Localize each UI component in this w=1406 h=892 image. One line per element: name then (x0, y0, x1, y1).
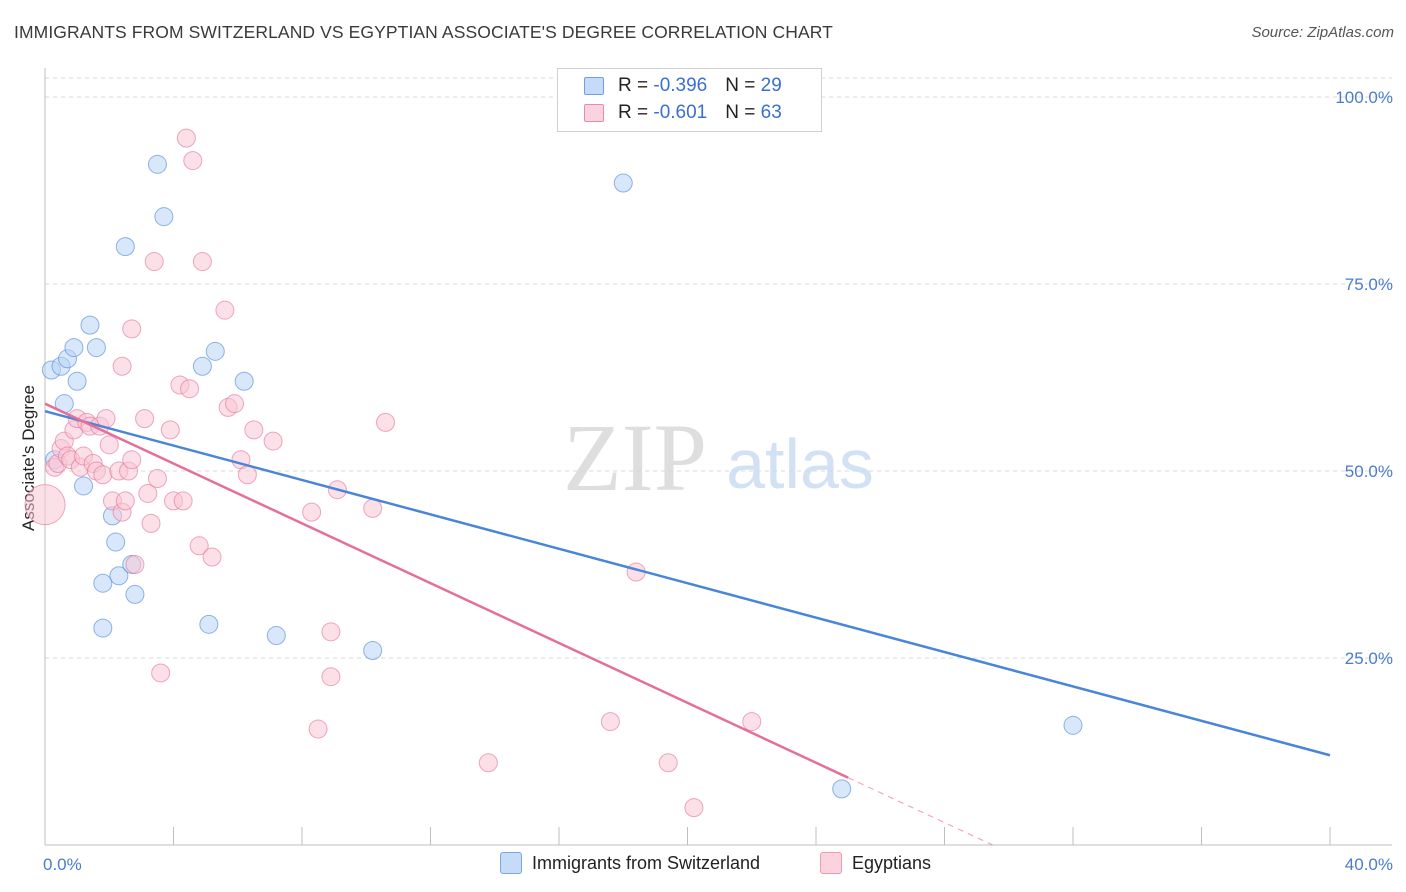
legend-row-egyptians: R = -0.601 N = 63 (584, 100, 782, 126)
legend-r-value: -0.396 (653, 75, 708, 96)
data-point-egyptians (202, 547, 222, 567)
data-point-switzerland (64, 338, 84, 358)
series-label-egyptians: Egyptians (852, 852, 932, 873)
data-point-switzerland (93, 573, 113, 593)
data-point-egyptians (160, 420, 180, 440)
data-point-egyptians (363, 498, 383, 518)
data-point-egyptians (684, 798, 704, 818)
data-point-egyptians (180, 379, 200, 399)
legend-n-label: N = (725, 75, 761, 96)
x-tick-label: 0.0% (43, 855, 82, 874)
correlation-legend: R = -0.396 N = 29 R = -0.601 N = 63 (557, 68, 822, 132)
series-label-switzerland: Immigrants from Switzerland (532, 852, 761, 873)
data-point-switzerland (125, 584, 145, 604)
data-point-egyptians (183, 151, 203, 171)
data-point-switzerland (199, 614, 219, 634)
data-point-switzerland (1063, 715, 1083, 735)
data-point-egyptians (302, 502, 322, 522)
data-point-switzerland (192, 356, 212, 376)
data-point-switzerland (86, 338, 106, 358)
data-point-switzerland (832, 779, 852, 799)
data-point-egyptians (99, 435, 119, 455)
data-point-switzerland (106, 532, 126, 552)
legend-row-switzerland: R = -0.396 N = 29 (584, 73, 782, 99)
y-tick-label: 50.0% (1345, 462, 1393, 481)
data-point-egyptians (308, 719, 328, 739)
legend-n-label: N = (725, 102, 761, 123)
data-point-egyptians (321, 667, 341, 687)
source-credit: Source: ZipAtlas.com (1251, 24, 1394, 41)
watermark-zip: ZIP (563, 404, 707, 511)
x-tick-label: 40.0% (1345, 855, 1393, 874)
legend-r-value: -0.601 (653, 102, 708, 123)
y-tick-label: 75.0% (1345, 275, 1393, 294)
trend-line-switzerland (44, 409, 1331, 757)
series-swatch-egyptians (820, 852, 842, 874)
trend-extension-egyptians (847, 777, 993, 846)
y-tick-label: 100.0% (1335, 88, 1393, 107)
data-point-switzerland (80, 315, 100, 335)
legend-n-value: 29 (760, 75, 782, 96)
y-tick-label: 25.0% (1345, 649, 1393, 668)
legend-n-value: 63 (760, 102, 782, 123)
trend-line-egyptians (44, 402, 849, 779)
data-point-egyptians (192, 252, 212, 272)
data-point-switzerland (363, 641, 383, 661)
data-point-egyptians (122, 450, 142, 470)
data-point-switzerland (93, 618, 113, 638)
watermark-atlas: atlas (726, 425, 874, 503)
data-point-egyptians (237, 465, 257, 485)
data-point-switzerland (154, 207, 174, 227)
data-point-egyptians (115, 491, 135, 511)
data-point-egyptians (225, 394, 245, 414)
data-point-egyptians (176, 128, 196, 148)
data-point-egyptians (478, 753, 498, 773)
data-point-switzerland (266, 626, 286, 646)
data-point-switzerland (74, 476, 94, 496)
data-point-egyptians (141, 513, 161, 533)
data-point-egyptians (24, 484, 66, 526)
data-point-egyptians (112, 356, 132, 376)
data-point-egyptians (215, 300, 235, 320)
data-point-egyptians (376, 412, 396, 432)
data-point-egyptians (658, 753, 678, 773)
legend-r-label: R = (618, 75, 654, 96)
series-legend: Immigrants from Switzerland Egyptians (0, 852, 1406, 878)
data-point-egyptians (151, 663, 171, 683)
data-point-egyptians (173, 491, 193, 511)
data-point-switzerland (67, 371, 87, 391)
data-point-switzerland (115, 237, 135, 257)
chart-title: IMMIGRANTS FROM SWITZERLAND VS EGYPTIAN … (14, 22, 833, 42)
legend-swatch-switzerland (584, 77, 604, 95)
series-swatch-switzerland (500, 852, 522, 874)
series-legend-item-switzerland[interactable]: Immigrants from Switzerland (500, 852, 760, 874)
data-point-egyptians (93, 465, 113, 485)
data-point-egyptians (144, 252, 164, 272)
series-legend-item-egyptians[interactable]: Egyptians (820, 852, 931, 874)
data-point-switzerland (234, 371, 254, 391)
legend-swatch-egyptians (584, 104, 604, 122)
data-point-egyptians (122, 319, 142, 339)
data-point-egyptians (147, 468, 167, 488)
data-point-egyptians (600, 712, 620, 732)
legend-r-label: R = (618, 102, 654, 123)
data-point-switzerland (147, 154, 167, 174)
data-point-switzerland (205, 341, 225, 361)
data-point-egyptians (138, 483, 158, 503)
data-point-egyptians (135, 409, 155, 429)
data-point-egyptians (189, 536, 209, 556)
data-point-egyptians (263, 431, 283, 451)
data-point-egyptians (244, 420, 264, 440)
data-point-egyptians (321, 622, 341, 642)
data-point-switzerland (109, 566, 129, 586)
data-point-egyptians (125, 555, 145, 574)
data-point-switzerland (613, 173, 633, 193)
data-point-egyptians (742, 712, 762, 732)
